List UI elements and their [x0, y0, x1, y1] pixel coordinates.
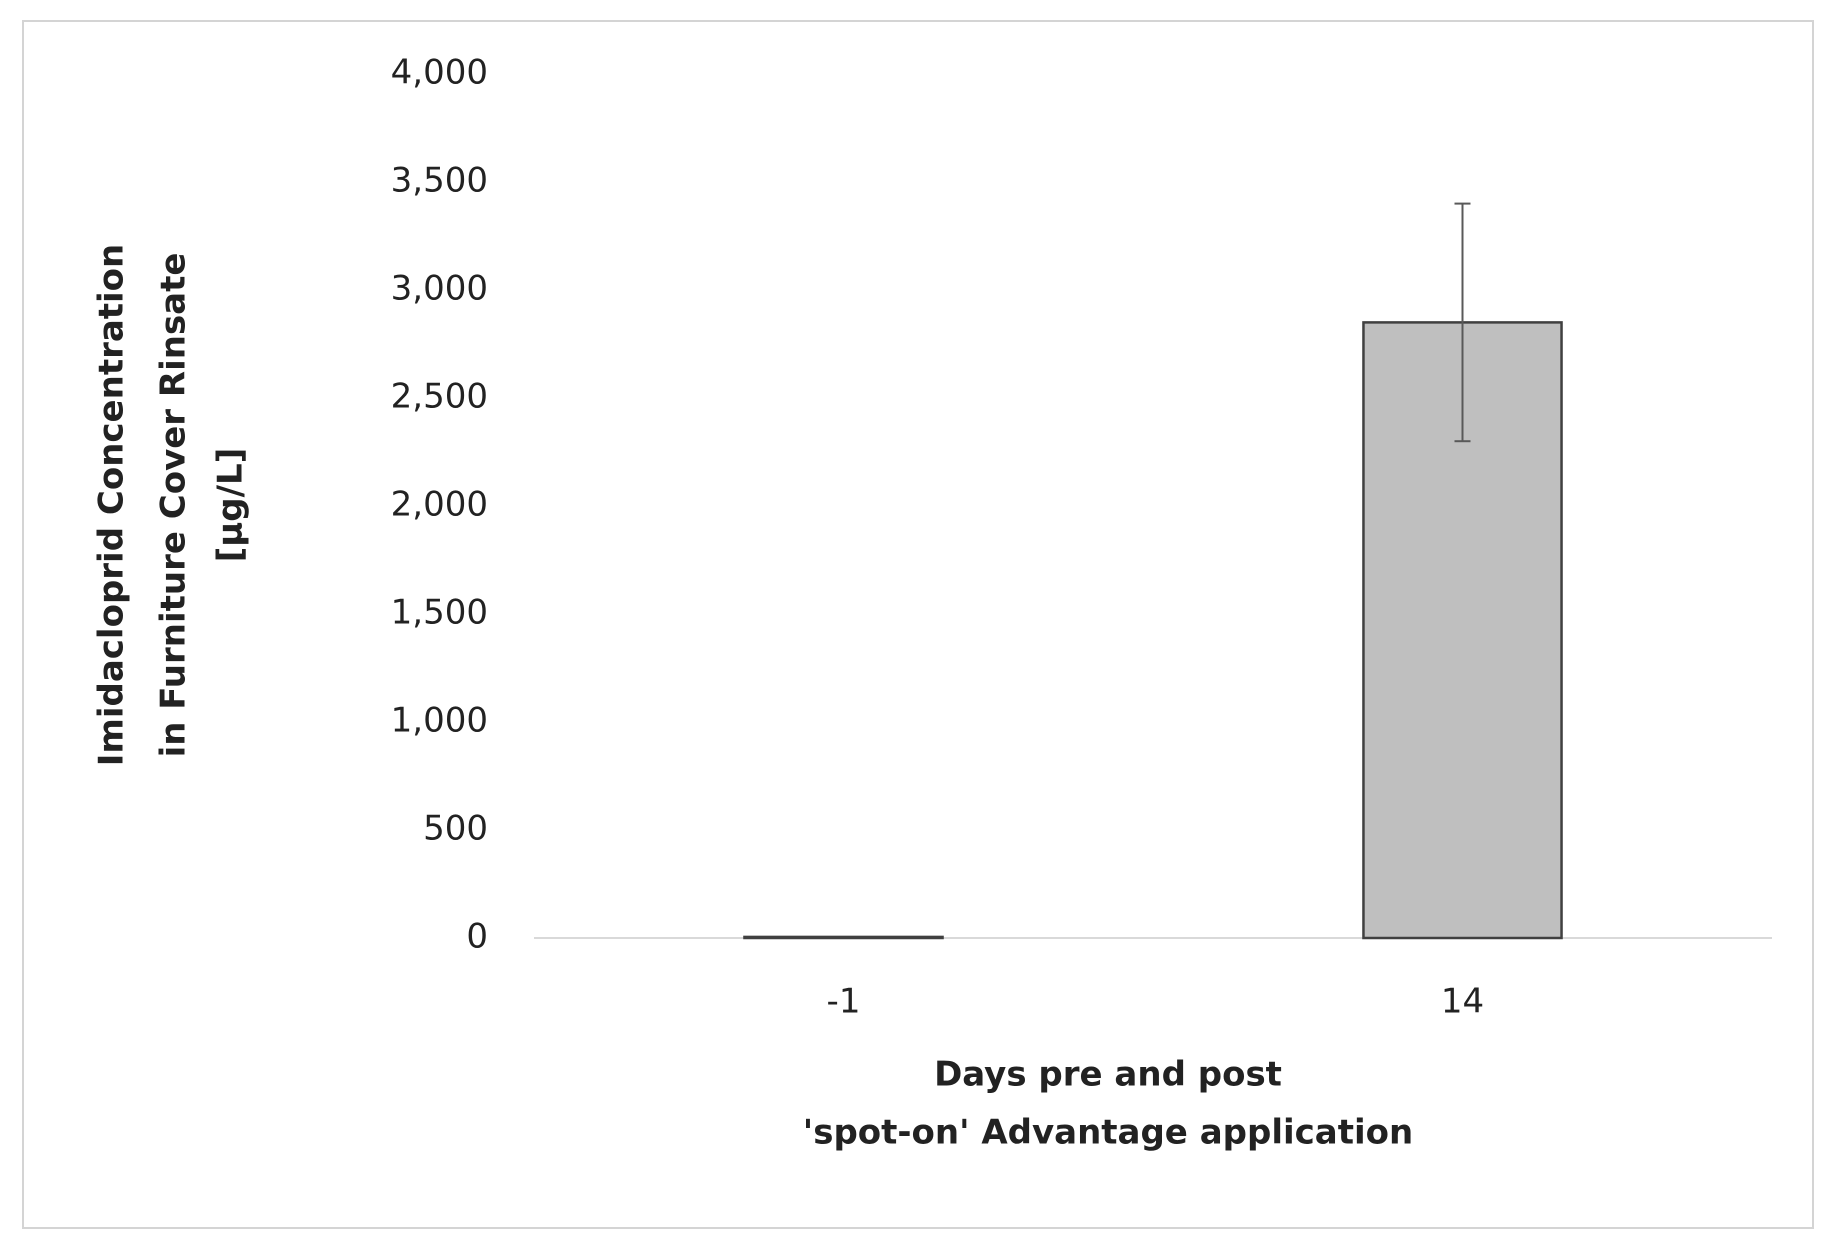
y-axis-title: in Furniture Cover Rinsate — [154, 253, 194, 758]
y-tick-label: 4,000 — [391, 53, 488, 93]
x-tick-label: -1 — [827, 982, 861, 1022]
y-axis-title: Imidacloprid Concentration — [92, 244, 132, 766]
x-axis-title: 'spot-on' Advantage application — [803, 1113, 1413, 1153]
y-axis-title: [µg/L] — [211, 448, 251, 563]
y-tick-label: 3,500 — [391, 161, 488, 201]
y-tick-label: 0 — [466, 917, 488, 957]
y-tick-label: 1,000 — [391, 701, 488, 741]
y-tick-label: 3,000 — [391, 269, 488, 309]
y-tick-label: 2,000 — [391, 485, 488, 525]
y-tick-label: 500 — [423, 809, 488, 849]
bar — [743, 935, 944, 940]
y-tick-label: 2,500 — [391, 377, 488, 417]
x-tick-label: 14 — [1441, 982, 1484, 1022]
y-tick-label: 1,500 — [391, 593, 488, 633]
x-axis-title: Days pre and post — [934, 1055, 1282, 1095]
